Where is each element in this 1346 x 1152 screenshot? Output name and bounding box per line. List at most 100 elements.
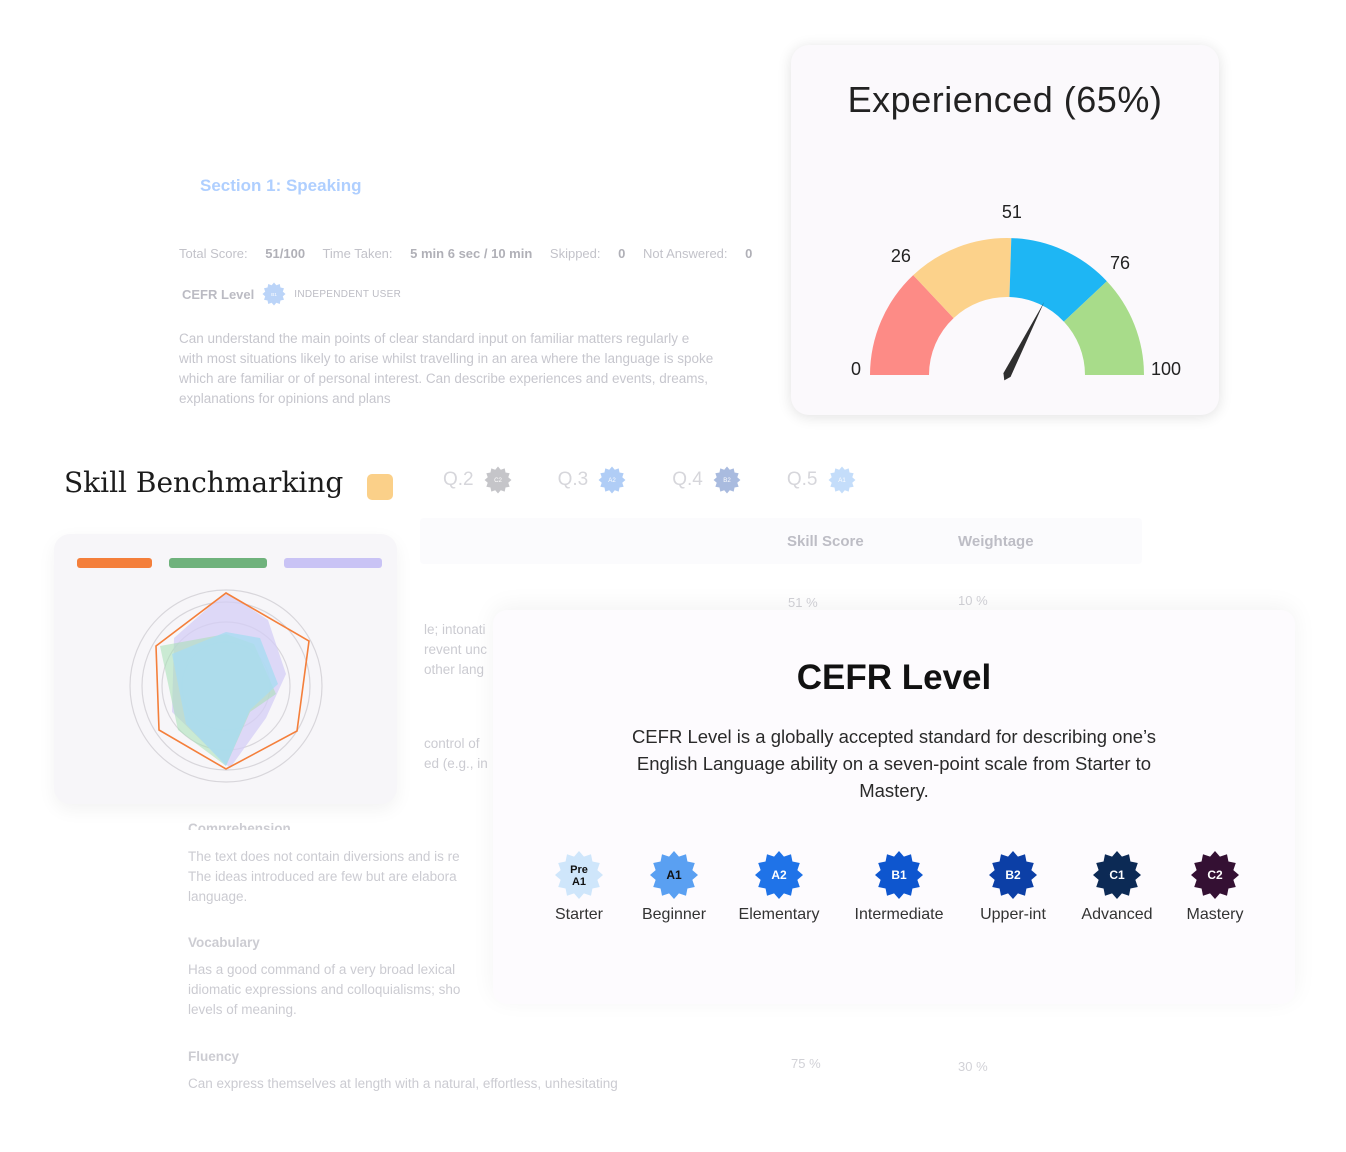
description-line: which are familiar or of personal intere… (179, 371, 709, 386)
cefr-badge-text: B1 (271, 292, 277, 298)
time-taken-label: Time Taken: (322, 246, 393, 261)
table-header-bg (420, 518, 1142, 564)
level-name: Elementary (738, 906, 820, 923)
tab-label: Q.4 (672, 469, 703, 490)
level-badge-icon: B2 (713, 466, 741, 494)
row1-weight: 10 % (958, 593, 988, 608)
cefr-levels: Pre A1 Starter A1 Beginner A2 Elementary… (493, 850, 1295, 940)
svg-text:A2: A2 (771, 868, 787, 882)
gauge-label-76: 76 (1110, 253, 1130, 273)
level-elementary: A2 Elementary (719, 850, 839, 924)
gauge-label-26: 26 (891, 246, 911, 266)
svg-text:B1: B1 (891, 868, 907, 882)
level-badge-icon: A2 (598, 466, 626, 494)
pre-a1-badge-icon: Pre A1 (555, 851, 603, 899)
level-name: Advanced (1081, 906, 1153, 923)
cefr-description: CEFR Level is a globally accepted standa… (631, 726, 1157, 801)
total-score-value: 51/100 (265, 246, 306, 261)
svg-text:A2: A2 (608, 477, 616, 484)
cefr-user-type: INDEPENDENT USER (294, 288, 402, 300)
tab-q4[interactable]: Q.4 B2 (672, 466, 741, 494)
gauge-segment (870, 275, 954, 375)
gauge-segment (913, 237, 1012, 319)
svg-text:B2: B2 (1005, 868, 1021, 882)
b1-badge-icon: B1 (875, 851, 923, 899)
skipped-label: Skipped: (549, 246, 601, 261)
svg-text:A1: A1 (838, 477, 846, 484)
not-answered-label: Not Answered: (642, 246, 728, 261)
level-name: Beginner (641, 906, 707, 923)
score-stats: Total Score: 51/100 Time Taken: 5 min 6 … (179, 246, 766, 261)
cefr-badge-icon: B1 (262, 282, 286, 306)
skill-benchmarking-title: Skill Benchmarking (64, 466, 344, 499)
radar-orange-outline (155, 592, 310, 770)
c2-badge-icon: C2 (1191, 851, 1239, 899)
c1-badge-icon: C1 (1093, 851, 1141, 899)
comprehension-text: The text does not contain diversions and… (188, 849, 460, 904)
cefr-info-card: CEFR Level CEFR Level is a globally acce… (493, 610, 1295, 1004)
description-line: Can understand the main points of clear … (179, 331, 690, 346)
svg-text:C2: C2 (1207, 868, 1223, 882)
vocabulary-text: Has a good command of a very broad lexic… (188, 962, 461, 1017)
row1-score: 51 % (788, 595, 818, 610)
legend-bar-lavender (284, 558, 382, 568)
svg-text:A1: A1 (666, 868, 682, 882)
cefr-level-label: CEFR Level (182, 286, 255, 302)
level-starter: Pre A1 Starter (519, 850, 639, 924)
skipped-value: 0 (618, 246, 626, 261)
tab-q3[interactable]: Q.3 A2 (558, 466, 627, 494)
b2-badge-icon: B2 (989, 851, 1037, 899)
time-taken-value: 5 min 6 sec / 10 min (410, 246, 533, 261)
gauge-segment (1063, 281, 1144, 375)
comprehension-heading: Comprehension (188, 821, 291, 830)
tab-q2[interactable]: Q.2 C2 (443, 466, 512, 494)
gauge-needle (1003, 301, 1045, 381)
level-name: Intermediate (854, 906, 944, 923)
gauge-label-100: 100 (1151, 359, 1181, 379)
fluency-heading: Fluency (188, 1049, 240, 1064)
level-mastery: C2 Mastery (1155, 850, 1275, 924)
col-weightage: Weightage (958, 533, 1034, 550)
level-advanced: C1 Advanced (1057, 850, 1177, 924)
legend-bar-green (169, 558, 267, 568)
col-skill-score: Skill Score (787, 533, 864, 550)
tab-label: Q.5 (786, 469, 818, 490)
gauge-label-51: 51 (1002, 202, 1022, 222)
level-description: Can understand the main points of clear … (179, 329, 793, 409)
level-name: Upper-int (980, 906, 1046, 923)
level-badge-icon: C2 (484, 466, 512, 494)
not-answered-value: 0 (745, 246, 753, 261)
vocabulary-heading: Vocabulary (188, 935, 260, 950)
level-beginner: A1 Beginner (614, 850, 734, 924)
level-name: Starter (554, 906, 603, 923)
gauge-chart: 0 26 51 76 100 (851, 202, 1181, 381)
level-badge-icon: A1 (828, 466, 855, 494)
gauge-label-0: 0 (851, 359, 861, 379)
tab-q5[interactable]: Q.5 A1 (787, 466, 856, 494)
level-name: Mastery (1186, 906, 1244, 923)
radar-blue-area (172, 632, 278, 766)
a1-badge-icon: A1 (650, 851, 698, 899)
legend-bar-orange (77, 558, 152, 568)
a2-badge-icon: A2 (755, 851, 803, 899)
gauge-card: Experienced (65%) 0 26 51 76 100 (791, 45, 1219, 415)
svg-text:C2: C2 (494, 477, 502, 484)
description-line: with most situations likely to arise whi… (179, 351, 714, 366)
color-swatch (367, 474, 393, 500)
total-score-label: Total Score: (179, 246, 248, 261)
skill-text-fragment: le; intonati revent unc other lang (424, 622, 488, 677)
fluency-text: Can express themselves at length with a … (188, 1076, 618, 1091)
row-last-score: 75 % (791, 1056, 821, 1071)
question-tabs: Q.2 C2 Q.3 A2 Q.4 B2 Q.5 A1 (443, 466, 856, 494)
skill-text-fragment: control of ed (e.g., in (424, 736, 488, 771)
tab-label: Q.2 (443, 469, 474, 490)
section-title: Section 1: Speaking (200, 176, 362, 195)
level-intermediate: B1 Intermediate (839, 850, 959, 924)
svg-text:B2: B2 (723, 477, 731, 484)
level-upper-intermediate: B2 Upper-int (953, 850, 1073, 924)
svg-text:C1: C1 (1109, 868, 1125, 882)
radar-chart-card (54, 534, 397, 804)
gauge-segment (1009, 238, 1107, 322)
tab-label: Q.3 (557, 469, 589, 490)
gauge-title: Experienced (65%) (847, 79, 1163, 120)
